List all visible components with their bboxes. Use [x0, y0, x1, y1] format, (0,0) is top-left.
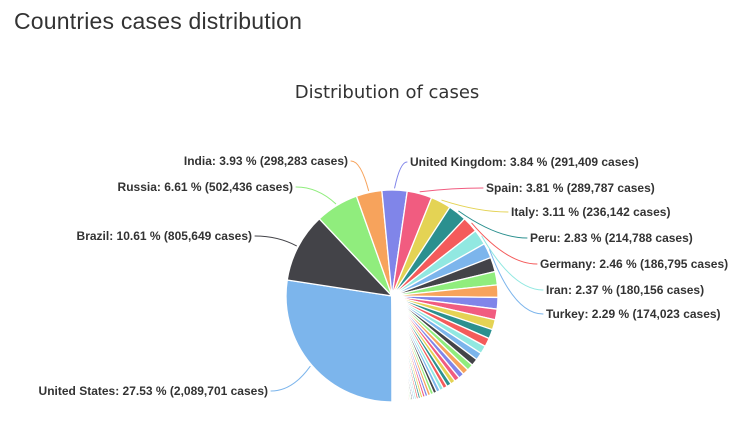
pie-label-turkey: Turkey: 2.29 % (174,023 cases) [546, 307, 721, 321]
pie-label-brazil-connector [254, 235, 297, 247]
pie-label-iran-connector [481, 235, 544, 291]
pie-label-brazil: Brazil: 10.61 % (805,649 cases) [76, 229, 252, 243]
pie-label-germany-connector [471, 222, 538, 265]
chart-title: Distribution of cases [294, 82, 480, 103]
pie-slices [285, 189, 499, 403]
pie-label-india: India: 3.93 % (298,283 cases) [183, 154, 348, 168]
pie-slice-brazil[interactable] [286, 218, 393, 297]
pie-label-iran: Iran: 2.37 % (180,156 cases) [546, 283, 705, 297]
label-connectors [254, 160, 544, 392]
pie-label-peru-connector [458, 210, 528, 239]
page-title: Countries cases distribution [14, 8, 303, 34]
pie-label-russia: Russia: 6.61 % (502,436 cases) [117, 180, 293, 194]
pie-label-germany: Germany: 2.46 % (186,795 cases) [540, 257, 729, 271]
pie-label-india-connector [350, 160, 370, 192]
pie-label-russia-connector [295, 186, 337, 205]
pie-label-united-states-connector [270, 365, 311, 392]
pie-label-spain: Spain: 3.81 % (289,787 cases) [486, 181, 655, 195]
pie-label-united-kingdom-connector [394, 161, 408, 189]
pie-label-united-kingdom: United Kingdom: 3.84 % (291,409 cases) [410, 155, 639, 169]
pie-label-turkey-connector [489, 249, 544, 315]
pie-slice-united-states[interactable] [285, 279, 393, 403]
pie-label-united-states: United States: 27.53 % (2,089,701 cases) [38, 384, 268, 398]
pie-label-italy-connector [441, 199, 509, 213]
pie-label-italy: Italy: 3.11 % (236,142 cases) [511, 205, 671, 219]
pie-label-peru: Peru: 2.83 % (214,788 cases) [530, 231, 693, 245]
pie-label-spain-connector [419, 187, 484, 193]
